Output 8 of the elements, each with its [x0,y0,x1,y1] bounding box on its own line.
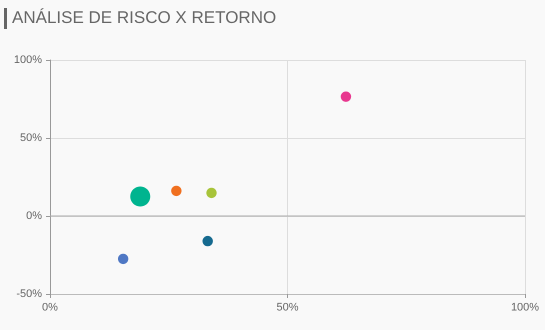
y-tick-label: -50% [16,288,42,300]
y-tick-label: 50% [20,132,42,144]
chart-title: ANÁLISE DE RISCO X RETORNO [12,8,276,28]
y-tick-label: 0% [26,210,42,222]
x-tick-label: 0% [42,302,58,314]
x-tick-label: 50% [276,302,299,314]
x-tick-label: 100% [510,302,540,314]
y-tick-label: 100% [14,54,42,66]
